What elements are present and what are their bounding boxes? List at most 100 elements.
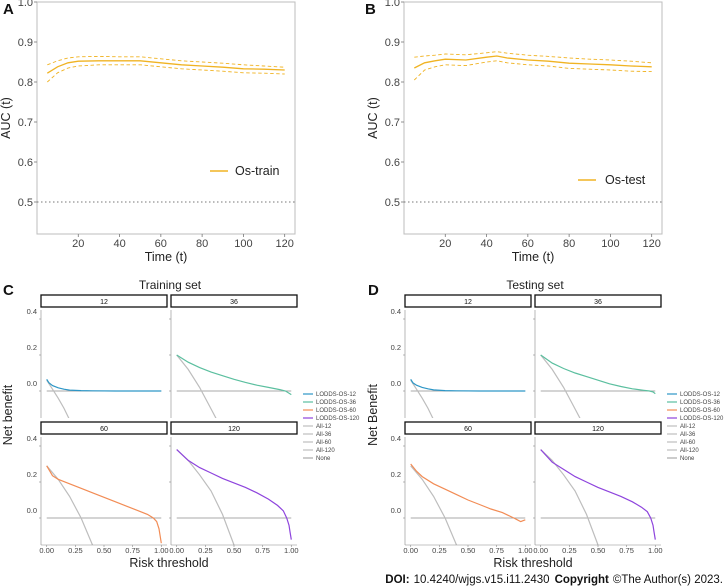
y-tick-label: 0.2 bbox=[391, 343, 401, 352]
x-tick-label: 1.00 bbox=[154, 546, 169, 555]
y-tick-label: 1.0 bbox=[385, 0, 400, 9]
legend-label: All-60 bbox=[316, 440, 332, 446]
facet-plot-12 bbox=[46, 378, 162, 418]
lodds-os-12-line bbox=[46, 378, 162, 392]
legend-label: All-36 bbox=[316, 432, 332, 438]
legend-label: All-12 bbox=[680, 424, 696, 430]
all-line-60 bbox=[46, 465, 94, 545]
panel-b: B 0.5 0.6 0.7 0.8 0.9 1.0 20 40 60 80 10… bbox=[365, 0, 663, 264]
lodds-os-36-line bbox=[540, 354, 656, 395]
x-tick-label: 80 bbox=[563, 238, 575, 250]
plot-frame bbox=[36, 1, 296, 235]
x-tick-label: 1.00 bbox=[284, 546, 299, 555]
legend-label: LODDS-OS-120 bbox=[680, 416, 724, 422]
lodds-os-120-line bbox=[176, 449, 292, 540]
legend-label-os-train: Os-train bbox=[235, 164, 280, 178]
y-tick-label: 0.8 bbox=[385, 77, 400, 89]
x-tick-label: 0.50 bbox=[461, 546, 476, 555]
facet-strip bbox=[404, 294, 532, 308]
y-tick-label: 0.7 bbox=[18, 117, 33, 129]
x-tick-label: 0.50 bbox=[227, 546, 242, 555]
y-axis-title: AUC (t) bbox=[0, 97, 13, 139]
auc-line-os-train bbox=[46, 60, 285, 74]
y-tick-labels-top: 0.4 0.2 0.0 bbox=[27, 307, 37, 388]
panel-label-d: D bbox=[368, 282, 379, 299]
x-tick-label: 0.75 bbox=[255, 546, 270, 555]
doi-label: DOI: bbox=[385, 574, 409, 586]
facet-strip-label: 60 bbox=[464, 426, 472, 433]
facet-strip bbox=[170, 421, 298, 435]
x-tick-label: 60 bbox=[155, 238, 167, 250]
panel-label-a: A bbox=[3, 1, 14, 18]
y-tick-labels-bottom: 0.4 0.2 0.0 bbox=[391, 434, 401, 515]
legend-label: LODDS-OS-36 bbox=[316, 400, 357, 406]
y-tick-label: 0.6 bbox=[18, 157, 33, 169]
y-tick-label: 0.2 bbox=[27, 343, 37, 352]
y-tick-label: 0.0 bbox=[27, 379, 37, 388]
legend-label: LODDS-OS-60 bbox=[316, 408, 357, 414]
x-tick-labels: 0.00 0.25 0.50 0.75 1.00 0.00 0.25 0.50 … bbox=[403, 546, 662, 555]
facet-strip bbox=[534, 421, 662, 435]
x-tick-label: 0.00 bbox=[169, 546, 184, 555]
y-tick-label: 0.0 bbox=[391, 379, 401, 388]
panel-d: D Testing set 12 36 60 120 0.4 0.2 0.0 0… bbox=[366, 278, 724, 570]
x-tick-label: 0.00 bbox=[403, 546, 418, 555]
x-tick-label: 120 bbox=[276, 238, 294, 250]
lodds-os-12-line bbox=[410, 378, 526, 392]
lodds-os-60-line bbox=[46, 465, 162, 544]
legend-label: LODDS-OS-120 bbox=[316, 416, 360, 422]
x-tick-label: 120 bbox=[643, 238, 661, 250]
x-tick-label: 0.25 bbox=[68, 546, 83, 555]
y-tick-labels-top: 0.4 0.2 0.0 bbox=[391, 307, 401, 388]
panel-a: A 0.5 0.6 0.7 0.8 0.9 1.0 20 40 60 80 10… bbox=[0, 0, 296, 264]
y-tick-label: 0.0 bbox=[391, 506, 401, 515]
x-tick-labels: 0.00 0.25 0.50 0.75 1.00 0.00 0.25 0.50 … bbox=[39, 546, 298, 555]
auc-ci-upper-line bbox=[47, 55, 285, 68]
plot-frame bbox=[403, 1, 663, 235]
x-axis-title: Time (t) bbox=[512, 250, 555, 264]
x-tick-label: 100 bbox=[601, 238, 619, 250]
x-tick-label: 80 bbox=[196, 238, 208, 250]
facet-strip bbox=[40, 421, 168, 435]
legend-label: None bbox=[680, 456, 695, 462]
x-tick-label: 40 bbox=[480, 238, 492, 250]
x-tick-label: 0.25 bbox=[198, 546, 213, 555]
x-tick-label: 60 bbox=[522, 238, 534, 250]
facet-plot-120 bbox=[176, 449, 292, 545]
x-tick-label: 0.50 bbox=[97, 546, 112, 555]
y-tick-label: 0.2 bbox=[27, 470, 37, 479]
facet-plot-12 bbox=[410, 378, 526, 418]
lodds-os-120-line bbox=[540, 449, 656, 540]
all-line-36 bbox=[176, 354, 217, 418]
legend-label: LODDS-OS-36 bbox=[680, 400, 721, 406]
panel-title: Training set bbox=[139, 278, 202, 292]
y-tick-label: 0.2 bbox=[391, 470, 401, 479]
auc-ci-upper-line bbox=[414, 51, 652, 64]
y-tick-label: 0.5 bbox=[18, 197, 33, 209]
facet-strip-label: 60 bbox=[100, 426, 108, 433]
lodds-os-60-line bbox=[410, 463, 526, 523]
x-tick-labels: 20 40 60 80 100 120 bbox=[439, 238, 661, 250]
y-tick-label: 0.4 bbox=[27, 434, 37, 443]
all-line-12 bbox=[410, 379, 434, 418]
x-tick-label: 20 bbox=[439, 238, 451, 250]
x-tick-label: 1.00 bbox=[518, 546, 533, 555]
reference-line-group bbox=[34, 1, 295, 237]
facet-strip-label: 120 bbox=[592, 426, 604, 433]
all-line-36 bbox=[540, 354, 581, 418]
y-tick-label: 0.5 bbox=[385, 197, 400, 209]
y-tick-labels: 0.5 0.6 0.7 0.8 0.9 1.0 bbox=[385, 0, 400, 209]
all-line-60 bbox=[410, 465, 458, 545]
facet-strip bbox=[404, 421, 532, 435]
y-tick-labels: 0.5 0.6 0.7 0.8 0.9 1.0 bbox=[18, 0, 33, 209]
y-tick-label: 0.4 bbox=[391, 434, 401, 443]
copyright-value: ©The Author(s) 2023. bbox=[613, 574, 723, 586]
x-tick-label: 0.25 bbox=[562, 546, 577, 555]
lodds-os-36-line bbox=[176, 354, 292, 396]
facet-strip-label: 36 bbox=[230, 299, 238, 306]
panel-label-b: B bbox=[365, 1, 376, 18]
auc-series-group bbox=[413, 51, 652, 81]
facet-strip-label: 120 bbox=[228, 426, 240, 433]
legend-label: All-12 bbox=[316, 424, 332, 430]
